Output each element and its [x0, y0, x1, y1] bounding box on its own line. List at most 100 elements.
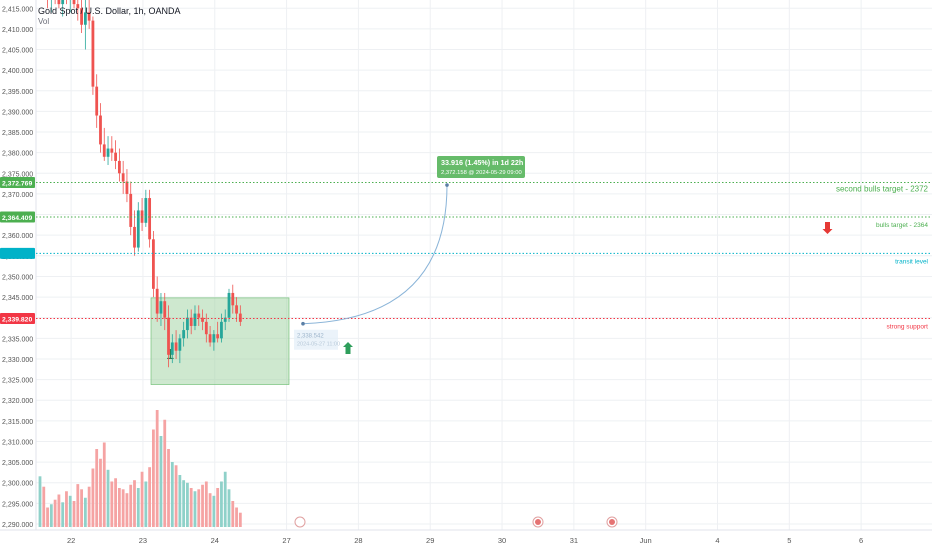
y-tick-label: 2,350.000 — [2, 274, 33, 281]
volume-bar — [57, 494, 61, 527]
measure-sublabel: 2,372.158 @ 2024-05-29 09:00 — [441, 170, 522, 176]
price-badge-text: 2,364.409 — [2, 215, 32, 222]
volume-bar — [76, 484, 80, 527]
volume-bar — [193, 491, 197, 527]
x-tick-label: 23 — [139, 536, 147, 545]
volume-bar — [87, 486, 91, 527]
candle-body — [174, 342, 178, 351]
candle-body — [152, 239, 155, 289]
candle-body — [136, 210, 140, 248]
volume-bar — [174, 465, 178, 527]
candle-body — [159, 301, 163, 314]
candle-body — [231, 292, 235, 306]
volume-bar — [49, 504, 53, 527]
candle-body — [133, 226, 136, 248]
volume-bar — [72, 501, 76, 527]
candle-body — [117, 160, 121, 174]
candle-body — [106, 148, 110, 157]
x-tick-label: 30 — [498, 536, 506, 545]
symbol-title[interactable]: Gold Spot / U.S. Dollar, 1h, OANDA — [38, 6, 181, 16]
y-tick-label: 2,305.000 — [2, 460, 33, 467]
candle-body — [204, 321, 208, 335]
candle-body — [91, 20, 95, 87]
candle-body — [95, 86, 99, 116]
volume-bar — [65, 491, 68, 527]
volume-bar — [212, 495, 216, 527]
volume-bar — [201, 484, 204, 527]
volume-bar — [46, 507, 49, 527]
candle-body — [197, 313, 201, 318]
price-badge — [0, 312, 35, 324]
candle-body — [227, 292, 231, 318]
x-tick-label: 5 — [787, 536, 791, 545]
x-tick-label: 31 — [570, 536, 578, 545]
volume-bar — [235, 507, 238, 527]
volume-bar — [227, 489, 231, 527]
price-badge — [0, 211, 35, 223]
y-tick-label: 2,405.000 — [2, 48, 33, 55]
candle-body — [170, 342, 174, 355]
candle-body — [189, 317, 193, 326]
candle-body — [72, 0, 76, 5]
candle-body — [178, 338, 182, 351]
candle-body — [144, 198, 148, 223]
volume-bar — [220, 481, 223, 527]
volume-bar — [155, 410, 159, 527]
us-flag-icon-inner — [609, 519, 615, 525]
candle-body — [99, 115, 102, 145]
volume-bar — [99, 458, 102, 527]
start-label: 2,338.542 — [297, 334, 324, 340]
volume-bar — [133, 480, 136, 527]
projection-arc[interactable] — [302, 185, 448, 325]
start-sublabel: 2024-05-27 11:00 — [297, 342, 340, 348]
volume-bar — [110, 481, 114, 527]
candle-body — [129, 193, 133, 227]
candle-body — [155, 288, 159, 314]
volume-bar — [68, 495, 72, 527]
measure-label: 33.916 (1.45%) in 1d 22h — [441, 158, 523, 167]
y-tick-label: 2,310.000 — [2, 439, 33, 446]
x-tick-label: 24 — [211, 536, 219, 545]
candle-body — [80, 8, 83, 25]
y-tick-label: 2,295.000 — [2, 501, 33, 508]
candle-body — [114, 152, 117, 161]
volume-bar — [38, 476, 42, 527]
y-tick-label: 2,370.000 — [2, 192, 33, 199]
candle-body — [148, 198, 152, 240]
x-tick-label: 29 — [426, 536, 434, 545]
y-tick-label: 2,335.000 — [2, 336, 33, 343]
y-tick-label: 2,375.000 — [2, 171, 33, 178]
price-badge — [0, 247, 35, 259]
volume-bar — [159, 436, 163, 527]
volume-bar — [61, 502, 65, 527]
x-tick-label: 6 — [859, 536, 863, 545]
candle-body — [216, 334, 220, 339]
y-tick-label: 2,300.000 — [2, 481, 33, 488]
volume-bar — [238, 512, 242, 527]
volume-bar — [231, 501, 235, 527]
measure-label-box[interactable] — [437, 156, 525, 178]
volume-bar — [216, 488, 220, 527]
candle-body — [182, 330, 186, 339]
candle-body — [220, 321, 223, 339]
volume-bar — [148, 467, 152, 527]
level-label: second bulls target - 2372 — [836, 184, 929, 193]
volume-bar — [114, 478, 117, 527]
y-tick-label: 2,385.000 — [2, 130, 33, 137]
candle-body — [235, 305, 238, 314]
projection-start-dot — [301, 321, 305, 326]
y-tick-label: 2,330.000 — [2, 357, 33, 364]
up-arrow-icon — [343, 342, 353, 354]
consolidation-box[interactable] — [150, 297, 290, 385]
down-arrow-icon — [822, 222, 833, 234]
level-label: bulls target - 2364 — [876, 222, 928, 229]
volume-bar — [144, 481, 148, 527]
x-tick-label: 22 — [67, 536, 75, 545]
candle-body — [57, 0, 61, 5]
volume-bar — [129, 484, 133, 527]
x-tick-label: 4 — [715, 536, 719, 545]
volume-bar — [121, 489, 125, 527]
volume-bar — [189, 488, 193, 527]
